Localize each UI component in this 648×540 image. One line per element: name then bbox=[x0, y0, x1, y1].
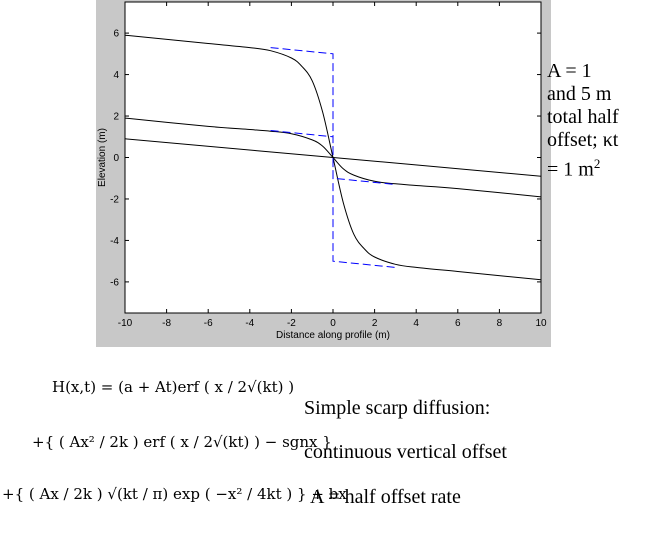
description-line-3: A = half offset rate bbox=[310, 486, 461, 508]
y-tick-label: 6 bbox=[113, 29, 119, 40]
equation-line-2: +{ ( Ax² / 2k ) erf ( x / 2√(kt) ) − sgn… bbox=[32, 433, 332, 451]
side-note-line-1: A = 1 bbox=[547, 60, 592, 82]
y-tick-label: 4 bbox=[113, 70, 119, 81]
y-tick-label: -2 bbox=[110, 194, 119, 205]
side-note-line-5: = 1 m2 bbox=[547, 152, 647, 182]
y-tick-label: 2 bbox=[113, 112, 119, 123]
x-tick-label: -8 bbox=[162, 318, 171, 329]
x-tick-label: 8 bbox=[497, 318, 503, 329]
x-tick-label: -4 bbox=[245, 318, 254, 329]
side-note-line-3: total half bbox=[547, 106, 619, 128]
x-axis-label: Distance along profile (m) bbox=[276, 330, 390, 341]
description-line-1: Simple scarp diffusion: bbox=[304, 397, 491, 419]
x-tick-label: 4 bbox=[413, 318, 419, 329]
figure-panel: -10 -8 -6 -4 -2 0 2 4 6 8 10 6 4 2 0 -2 -4 -6 Distance alo… bbox=[96, 0, 551, 347]
y-tick-label: 0 bbox=[113, 153, 119, 164]
equation-line-1: H(x,t) = (a + At)erf ( x / 2√(kt) ) bbox=[52, 378, 295, 396]
side-note: A = 1 and 5 m total half offset; κt = 1 … bbox=[547, 60, 647, 182]
x-tick-label: -6 bbox=[204, 318, 213, 329]
series-3-line bbox=[124, 34, 542, 281]
side-note-line-4: offset; κt bbox=[547, 129, 619, 151]
series-5-dashed-line bbox=[270, 47, 396, 268]
x-tick-label: 6 bbox=[455, 318, 461, 329]
x-tick-label: -10 bbox=[118, 318, 133, 329]
side-note-superscript: 2 bbox=[593, 156, 601, 171]
x-tick-label: 2 bbox=[372, 318, 378, 329]
side-note-line-5-text: = 1 m bbox=[547, 158, 594, 181]
x-tick-label: 0 bbox=[330, 318, 336, 329]
y-axis-label: Elevation (m) bbox=[97, 128, 108, 187]
x-tick-label: -2 bbox=[287, 318, 296, 329]
x-tick-label: 10 bbox=[535, 318, 547, 329]
y-tick-label: -4 bbox=[110, 236, 119, 247]
chart-svg: -10 -8 -6 -4 -2 0 2 4 6 8 10 6 4 2 0 -2 -4 -6 Distance alo… bbox=[97, 1, 547, 341]
series-4-dashed-line bbox=[270, 130, 396, 185]
side-note-line-2: and 5 m bbox=[547, 83, 612, 105]
equation-line-3: +{ ( Ax / 2k ) √(kt / π) exp ( −x² / 4kt… bbox=[2, 485, 347, 503]
description-line-2: continuous vertical offset bbox=[304, 441, 507, 463]
y-tick-label: -6 bbox=[110, 277, 119, 288]
